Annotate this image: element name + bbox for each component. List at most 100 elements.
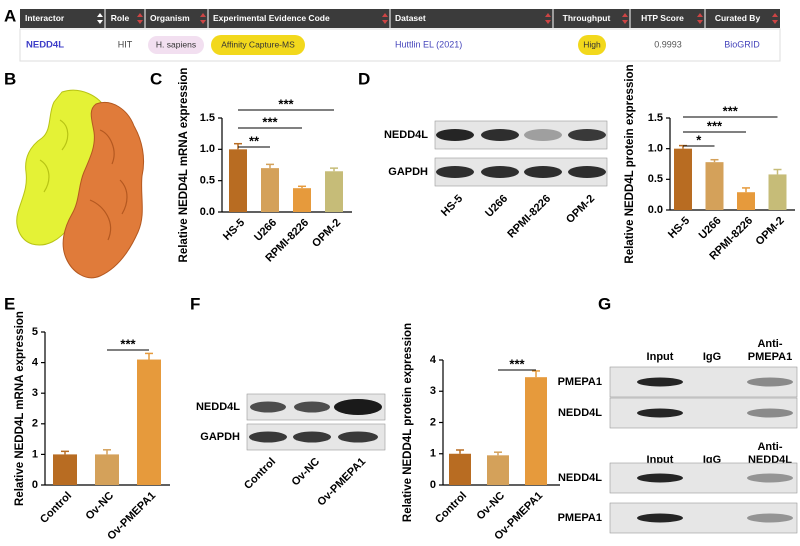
column-label: Anti-PMEPA1 — [748, 338, 792, 363]
sort-icon — [137, 13, 143, 24]
y-tick-label: 4 — [430, 354, 437, 366]
bar — [95, 454, 119, 485]
y-tick-label: 5 — [32, 326, 38, 338]
blot-band — [747, 408, 793, 418]
blot-band — [481, 129, 519, 141]
y-tick-label: 0.0 — [648, 204, 663, 216]
blot-band — [637, 473, 683, 483]
blot-band — [481, 166, 519, 178]
significance-label: *** — [262, 114, 278, 129]
evidence-code: Affinity Capture-MS — [221, 39, 295, 49]
blot-band — [436, 129, 474, 141]
bar — [53, 454, 77, 485]
surface-detail — [39, 119, 69, 193]
bar — [525, 377, 547, 485]
column-header: Experimental Evidence Code — [213, 13, 330, 23]
y-axis-title: Relative NEDD4L protein expression — [402, 323, 414, 522]
bar — [261, 168, 279, 212]
blot-band — [637, 408, 683, 418]
y-tick-label: 1.5 — [648, 112, 663, 124]
throughput-pill — [578, 35, 606, 55]
blot-band — [250, 401, 286, 413]
bar — [293, 188, 311, 212]
blot-band — [568, 166, 606, 178]
throughput: High — [583, 39, 601, 49]
row-label: GAPDH — [388, 166, 428, 178]
bar — [737, 192, 755, 210]
significance-label: * — [696, 132, 702, 147]
y-tick-label: 2 — [430, 416, 436, 428]
panel-label: E — [4, 294, 15, 313]
blot-band — [747, 377, 793, 387]
sort-icon — [382, 13, 388, 24]
bar — [229, 149, 247, 212]
column-header: Role — [111, 13, 130, 23]
bar — [487, 455, 509, 485]
y-tick-label: 3 — [430, 385, 436, 397]
row-label: PMEPA1 — [558, 512, 602, 524]
role: HIT — [118, 39, 133, 49]
y-tick-label: 0 — [430, 479, 436, 491]
row-label: NEDD4L — [558, 407, 602, 419]
column-header: HTP Score — [641, 13, 684, 23]
blot-band — [334, 399, 382, 415]
sort-icon — [545, 13, 551, 24]
column-header: Dataset — [395, 13, 426, 23]
surface-detail — [89, 129, 128, 241]
significance-label: *** — [120, 336, 136, 351]
significance-label: ** — [249, 133, 260, 148]
y-tick-label: 0.5 — [648, 173, 663, 185]
table-row — [19, 28, 781, 62]
sort-icon — [697, 13, 703, 24]
bar — [705, 162, 724, 210]
column-label-line: Anti- — [757, 338, 782, 350]
organism-pill — [148, 36, 204, 54]
column-label-line: PMEPA1 — [748, 351, 792, 363]
significance-label: *** — [707, 118, 723, 133]
sort-icon — [97, 13, 103, 24]
bar — [768, 174, 787, 210]
bar — [449, 453, 471, 485]
y-tick-label: 3 — [32, 387, 38, 399]
bar — [674, 148, 692, 210]
blot-band — [747, 473, 793, 483]
column-header: Organism — [150, 13, 190, 23]
organism: H. sapiens — [156, 39, 196, 49]
blot-band — [293, 431, 331, 443]
column-label: Input — [647, 351, 674, 363]
column-label-line: Anti- — [757, 441, 782, 453]
y-tick-label: 0 — [32, 479, 38, 491]
y-tick-label: 1.5 — [200, 112, 215, 124]
panel-label: C — [150, 69, 162, 88]
significance-label: *** — [509, 356, 525, 371]
blot-band — [338, 431, 378, 443]
blot-band — [637, 513, 683, 523]
row-label: NEDD4L — [558, 472, 602, 484]
evidence-pill — [211, 35, 305, 55]
y-tick-label: 1 — [430, 448, 436, 460]
protein-structure — [16, 89, 145, 279]
row-label: NEDD4L — [196, 401, 240, 413]
sort-icon — [622, 13, 628, 24]
y-tick-label: 1.0 — [200, 143, 215, 155]
row-label: PMEPA1 — [558, 376, 602, 388]
column-header: Throughput — [563, 13, 611, 23]
bar — [325, 171, 343, 212]
bar — [137, 359, 161, 485]
y-tick-label: 0.5 — [200, 175, 215, 187]
blot-band — [436, 166, 474, 178]
dataset: Huttlin EL (2021) — [395, 39, 462, 49]
panel-label: B — [4, 69, 16, 88]
row-label: NEDD4L — [384, 129, 428, 141]
sort-icon — [772, 13, 778, 24]
row-label: GAPDH — [200, 431, 240, 443]
blot-band — [524, 129, 562, 141]
blot-band — [568, 129, 606, 141]
y-axis-title: Relative NEDD4L protein expression — [624, 64, 636, 263]
blot-band — [637, 377, 683, 387]
orange-chain — [62, 102, 145, 279]
column-header: Interactor — [25, 13, 65, 23]
panel-label: F — [190, 294, 200, 313]
y-axis-title: Relative NEDD4L mRNA expression — [178, 68, 190, 263]
